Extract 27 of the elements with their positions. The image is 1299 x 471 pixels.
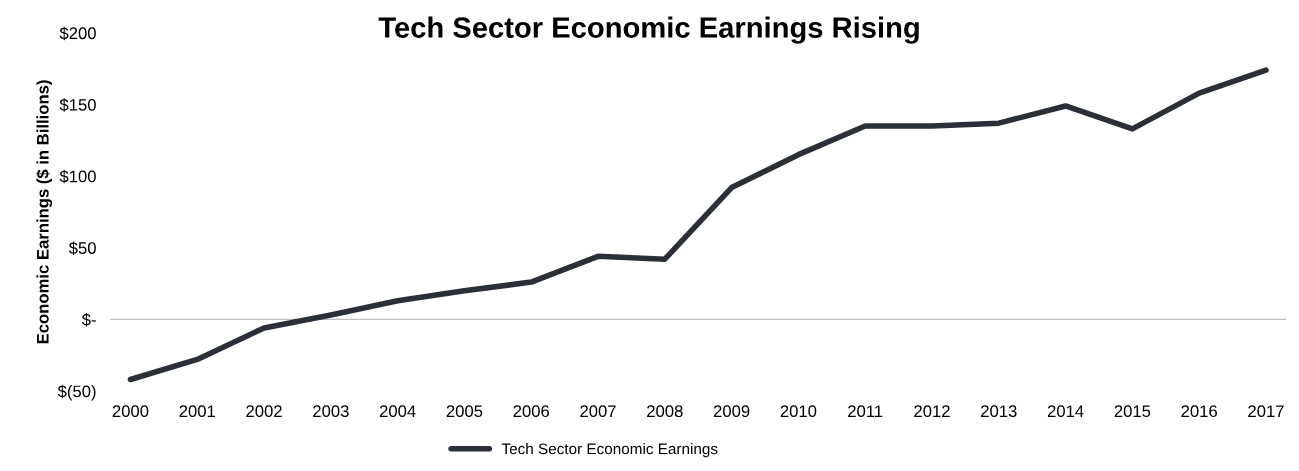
legend-label: Tech Sector Economic Earnings <box>501 443 718 458</box>
x-tick-label: 2002 <box>246 405 282 418</box>
y-axis-title: Economic Earnings ($ in Billions) <box>36 80 53 344</box>
x-tick-label: 2000 <box>112 405 149 418</box>
x-tick-label: 2007 <box>580 405 616 418</box>
x-tick-label: 2006 <box>513 405 550 418</box>
x-tick-label: 2009 <box>713 405 750 418</box>
chart-title: Tech Sector Economic Earnings Rising <box>378 16 919 44</box>
x-tick-label: 2004 <box>379 405 416 418</box>
x-tick-label: 2003 <box>313 405 349 418</box>
x-tick-label: 2005 <box>446 405 483 418</box>
x-tick-label: 2010 <box>780 405 817 418</box>
y-tick-label: $50 <box>68 241 96 255</box>
y-tick-label: $100 <box>59 169 96 184</box>
x-tick-label: 2001 <box>179 405 215 418</box>
y-tick-label: $- <box>81 313 96 327</box>
x-tick-label: 2008 <box>647 405 683 418</box>
y-tick-label: $200 <box>59 26 96 41</box>
y-tick-label: $150 <box>59 98 96 112</box>
x-tick-label: 2015 <box>1114 405 1151 418</box>
x-tick-label: 2017 <box>1248 405 1284 418</box>
x-tick-label: 2013 <box>981 405 1017 418</box>
x-tick-label: 2014 <box>1047 405 1084 418</box>
y-tick-label: $(50) <box>57 384 96 401</box>
x-tick-label: 2016 <box>1181 405 1217 418</box>
x-tick-label: 2011 <box>848 405 883 418</box>
x-tick-label: 2012 <box>914 405 950 418</box>
